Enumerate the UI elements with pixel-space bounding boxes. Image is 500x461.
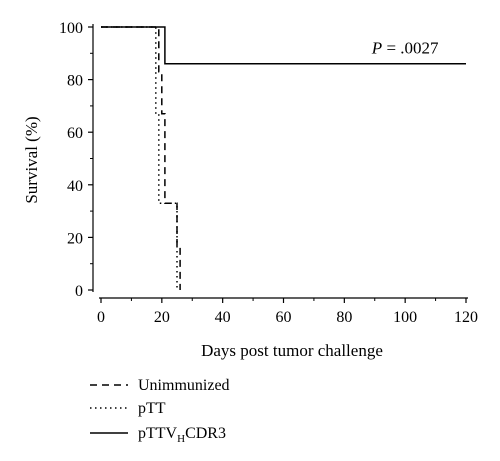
y-tick-label: 40 xyxy=(67,178,83,195)
ticks-layer: 0 20 40 60 80 100 0 20 40 60 80 100 120 xyxy=(59,20,478,326)
legend-label-pttvhcdr3: pTTVHCDR3 xyxy=(138,425,226,445)
y-tick-label: 20 xyxy=(67,230,83,247)
series-layer xyxy=(101,26,466,290)
y-tick-label: 60 xyxy=(67,125,83,142)
p-value-text: = .0027 xyxy=(382,38,439,57)
axes xyxy=(92,24,468,299)
x-tick-label: 40 xyxy=(215,309,231,326)
legend-label-unimmunized: Unimmunized xyxy=(138,377,230,394)
x-tick-label: 120 xyxy=(454,309,478,326)
legend-label-pttvhcdr3-sub: H xyxy=(177,433,185,445)
p-value-annotation: P = .0027 xyxy=(371,38,439,57)
legend-label-ptt: pTT xyxy=(138,400,166,417)
legend: Unimmunized pTT pTTVHCDR3 xyxy=(90,377,230,445)
y-tick-label: 80 xyxy=(67,73,83,90)
series-line-unimmunized xyxy=(101,26,181,290)
x-tick-label: 60 xyxy=(276,309,292,326)
y-axis-label: Survival (%) xyxy=(22,116,41,203)
x-tick-label: 20 xyxy=(154,309,170,326)
y-tick-label: 0 xyxy=(75,283,83,300)
x-tick-label: 80 xyxy=(336,309,352,326)
y-tick-label: 100 xyxy=(59,20,83,37)
series-line-pttvhcdr3 xyxy=(101,26,466,65)
legend-label-pttvhcdr3-base: pTTV xyxy=(138,425,178,442)
x-tick-label: 100 xyxy=(393,309,417,326)
legend-label-pttvhcdr3-suffix: CDR3 xyxy=(185,425,226,442)
p-value-italic: P xyxy=(371,38,382,57)
x-tick-label: 0 xyxy=(97,309,105,326)
x-axis-label: Days post tumor challenge xyxy=(201,341,383,360)
